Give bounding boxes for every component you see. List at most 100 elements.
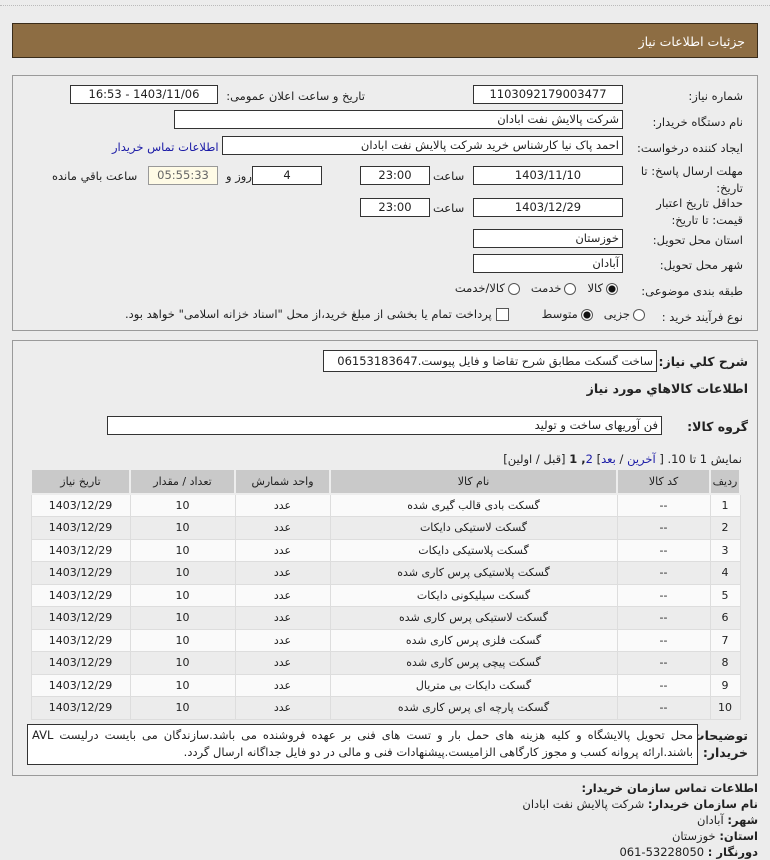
pager-next-link[interactable]: بعد (601, 452, 616, 466)
row-number: 7 (709, 628, 741, 652)
item-name: گسکت پلاستیکی دایکات (329, 538, 618, 562)
item-date: 1403/12/29 (30, 606, 131, 630)
province-label: استان محل تحویل: (652, 233, 743, 247)
radio-medium-label: متوسط (541, 307, 578, 321)
pager-bracket: ] (596, 452, 602, 466)
item-qty: 10 (129, 516, 236, 540)
item-date: 1403/12/29 (30, 696, 131, 720)
item-date: 1403/12/29 (30, 561, 131, 585)
contact-province-label: استان: (719, 829, 758, 843)
remaining-time-field: 05:55:33 (148, 166, 218, 185)
buyer-org-field: شرکت پالایش نفت ابادان (174, 110, 623, 129)
page-title: جزئیات اطلاعات نیاز (638, 34, 745, 49)
item-name: گسکت سیلیکونی دایکات (329, 583, 618, 607)
table-row: 3 -- گسکت پلاستیکی دایکات عدد 10 1403/12/29 (30, 538, 741, 562)
contact-phone: 061-53228050 (619, 845, 705, 859)
deadline-date-field: 1403/11/10 (473, 166, 623, 185)
contact-org-label: نام سازمان خریدار: (647, 797, 758, 811)
col-unit: واحد شمارش (234, 468, 331, 495)
radio-minor[interactable] (633, 308, 645, 321)
row-number: 1 (709, 493, 741, 517)
announce-label: تاریخ و ساعت اعلان عمومی: (226, 89, 365, 103)
item-date: 1403/12/29 (30, 516, 131, 540)
item-qty: 10 (129, 696, 236, 720)
treasury-payment-note: پرداخت تمام یا بخشی از مبلغ خرید،از محل … (125, 307, 492, 321)
table-row: 2 -- گسکت لاستیکی دایکات عدد 10 1403/12/29 (30, 516, 741, 540)
col-code: کد کالا (616, 468, 711, 495)
group-label: گروه کالا: (687, 419, 748, 434)
item-name: گسکت بادی قالب گیری شده (329, 493, 618, 517)
treasury-payment-checkbox[interactable] (495, 308, 509, 321)
item-date: 1403/12/29 (30, 651, 131, 675)
radio-goods-label: کالا (587, 281, 603, 295)
deadline-label: مهلت ارسال پاسخ: تا تاریخ: (640, 164, 743, 195)
pager-last-link[interactable]: آخرین (627, 452, 656, 466)
item-name: گسکت لاستیکی پرس کاری شده (329, 606, 618, 630)
radio-service-label: خدمت (530, 281, 562, 295)
row-number: 8 (709, 651, 741, 675)
pager-page-2[interactable]: 2 (585, 452, 593, 466)
item-name: گسکت پلاستیکی پرس کاری شده (329, 561, 618, 585)
col-qty: تعداد / مقدار (129, 468, 236, 495)
table-row: 5 -- گسکت سیلیکونی دایکات عدد 10 1403/12/29 (30, 583, 741, 607)
item-code: -- (616, 673, 711, 697)
row-number: 4 (709, 561, 741, 585)
item-code: -- (616, 583, 711, 607)
deadline-time-label: ساعت (433, 169, 465, 183)
row-number: 5 (709, 583, 741, 607)
contact-city-label: شهر: (727, 813, 758, 827)
radio-service[interactable] (564, 282, 577, 295)
item-unit: عدد (234, 651, 331, 675)
item-qty: 10 (129, 561, 236, 585)
remaining-label: ساعت باقي مانده (52, 169, 138, 183)
contact-org: شرکت پالایش نفت ابادان (522, 797, 645, 811)
pager-prev-first: [قبل / اولین] (503, 452, 566, 466)
item-unit: عدد (234, 606, 331, 630)
contact-phone-label: دورنگار : (707, 845, 758, 859)
item-unit: عدد (234, 628, 331, 652)
item-code: -- (616, 538, 711, 562)
need-number-label: شماره نیاز: (688, 89, 743, 103)
item-unit: عدد (234, 673, 331, 697)
item-unit: عدد (234, 493, 331, 517)
item-unit: عدد (234, 516, 331, 540)
item-qty: 10 (129, 493, 236, 517)
item-code: -- (616, 696, 711, 720)
pager-sep: / (619, 452, 624, 466)
radio-goods[interactable] (606, 282, 618, 295)
item-name: گسکت پیچی پرس کاری شده (329, 651, 618, 675)
pager-current-page: , 1 (569, 452, 586, 466)
table-header-row: ردیف کد کالا نام کالا واحد شمارش تعداد /… (30, 468, 741, 495)
item-qty: 10 (129, 538, 236, 562)
item-code: -- (616, 628, 711, 652)
radio-goods-service[interactable] (507, 282, 520, 295)
radio-medium[interactable] (580, 308, 593, 321)
item-code: -- (616, 493, 711, 517)
item-qty: 10 (129, 673, 236, 697)
goods-title: اطلاعات كالاهاي مورد نياز (586, 381, 748, 396)
item-qty: 10 (129, 628, 236, 652)
item-code: -- (616, 606, 711, 630)
creator-label: ایجاد کننده درخواست: (637, 141, 743, 155)
item-unit: عدد (234, 538, 331, 562)
days-label: روز و (226, 169, 252, 183)
item-qty: 10 (129, 583, 236, 607)
item-name: گسکت دایکات بی متریال (329, 673, 618, 697)
item-qty: 10 (129, 651, 236, 675)
validity-label: حداقل تاریخ اعتبار قیمت: تا تاریخ: (656, 196, 743, 227)
buyer-contact-link[interactable]: اطلاعات تماس خریدار (112, 140, 219, 154)
table-row: 7 -- گسکت فلزی پرس کاری شده عدد 10 1403/12/29 (30, 628, 741, 652)
item-date: 1403/12/29 (30, 538, 131, 562)
contact-city: آبادان (697, 813, 724, 827)
pager: نمایش 1 تا 10. [ آخرین / بعد] 2, 1 [قبل … (503, 452, 742, 466)
process-label: نوع فرآیند خرید : (661, 310, 743, 324)
buyer-contact-section: اطلاعات تماس سازمان خریدار: نام سازمان خ… (522, 780, 758, 860)
table-row: 6 -- گسکت لاستیکی پرس کاری شده عدد 10 1403/12… (30, 606, 741, 630)
contact-title: اطلاعات تماس سازمان خریدار: (581, 781, 758, 795)
desc-label: شرح كلي نياز: (658, 354, 748, 369)
deadline-time-field: 23:00 (360, 166, 430, 185)
row-number: 2 (709, 516, 741, 540)
radio-goods-service-label: کالا/خدمت (454, 281, 505, 295)
item-unit: عدد (234, 696, 331, 720)
pager-range: نمایش 1 تا 10. [ (659, 452, 742, 466)
